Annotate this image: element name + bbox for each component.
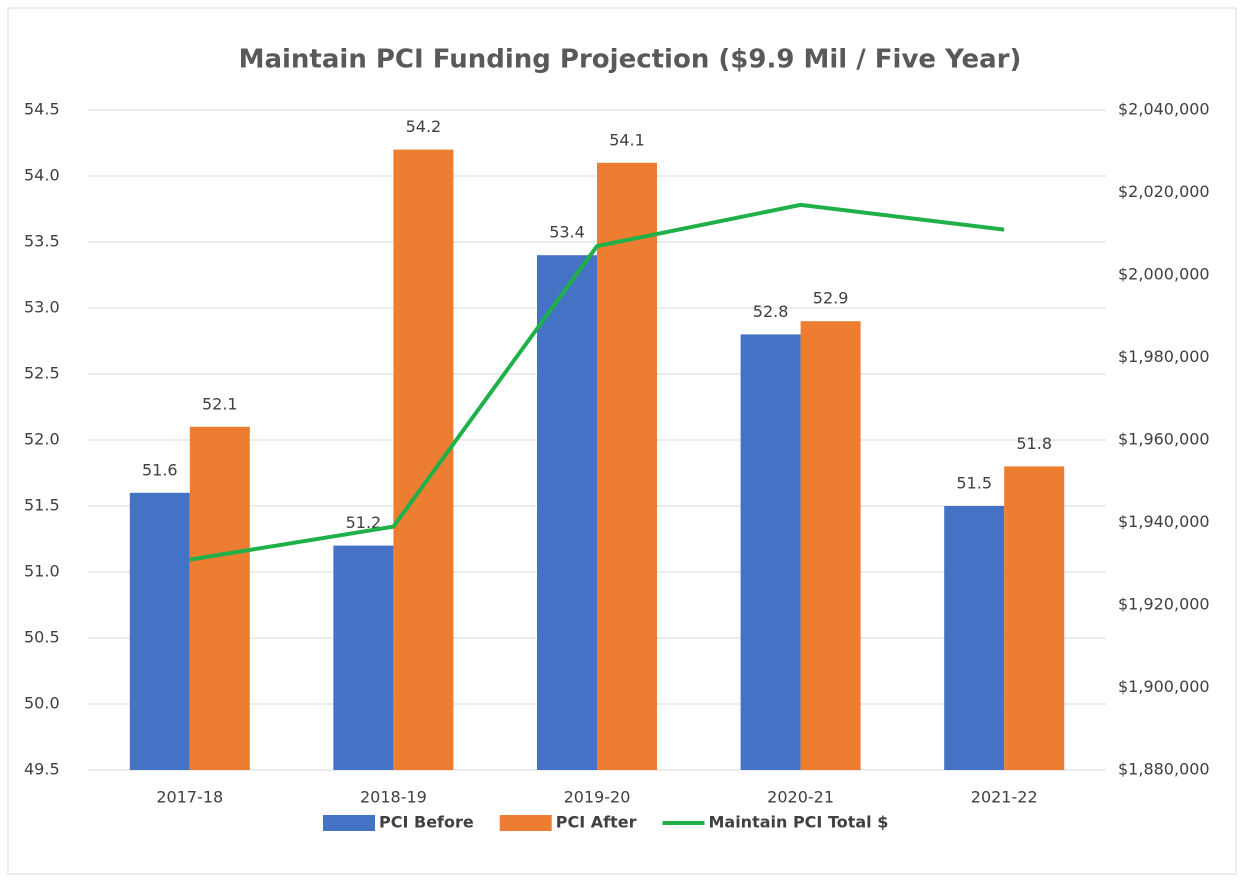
data-label: 52.1 — [202, 394, 238, 413]
legend-label: PCI After — [556, 813, 637, 832]
y-tick-label: 51.5 — [24, 496, 60, 515]
bar — [1004, 466, 1065, 770]
bar — [129, 492, 190, 770]
bar — [189, 426, 250, 770]
y2-tick-label: $2,000,000 — [1118, 265, 1210, 284]
data-label: 51.2 — [346, 513, 382, 532]
y-tick-label: 50.5 — [24, 628, 60, 647]
x-tick-label: 2020-21 — [767, 788, 834, 807]
bar — [597, 162, 657, 771]
y2-tick-label: $1,920,000 — [1118, 595, 1210, 614]
bar — [740, 334, 801, 770]
line — [189, 202, 1005, 562]
bar — [800, 321, 861, 770]
bar — [333, 545, 394, 770]
legend-swatch — [323, 815, 375, 831]
data-label: 52.8 — [753, 302, 789, 321]
data-label: 54.2 — [406, 117, 442, 136]
data-label: 51.6 — [142, 460, 178, 479]
y2-tick-label: $1,940,000 — [1118, 512, 1210, 531]
data-label: 52.9 — [813, 289, 849, 308]
y-tick-label: 52.5 — [24, 364, 60, 383]
legend-swatch — [499, 815, 552, 831]
data-label: 51.5 — [956, 474, 992, 493]
x-tick-label: 2018-19 — [360, 788, 427, 807]
bar — [537, 255, 597, 770]
x-tick-label: 2019-20 — [564, 788, 631, 807]
y-tick-label: 54.0 — [24, 166, 60, 185]
y-tick-label: 54.5 — [24, 100, 60, 119]
y-tick-label: 50.0 — [24, 694, 60, 713]
bar — [393, 149, 454, 771]
y-tick-label: 49.5 — [24, 760, 60, 779]
x-tick-label: 2017-18 — [156, 788, 223, 807]
x-tick-label: 2021-22 — [971, 788, 1038, 807]
data-label: 53.4 — [549, 223, 585, 242]
y2-tick-label: $2,020,000 — [1118, 182, 1210, 201]
y2-tick-label: $2,040,000 — [1118, 100, 1210, 119]
data-label: 51.8 — [1016, 434, 1052, 453]
y-tick-label: 53.0 — [24, 298, 60, 317]
y2-tick-label: $1,880,000 — [1118, 760, 1210, 779]
y2-tick-label: $1,960,000 — [1118, 430, 1210, 449]
y-tick-label: 53.5 — [24, 232, 60, 251]
bar — [944, 506, 1005, 770]
y-tick-label: 52.0 — [24, 430, 60, 449]
chart-title: Maintain PCI Funding Projection ($9.9 Mi… — [239, 45, 1022, 75]
y2-tick-label: $1,980,000 — [1118, 347, 1210, 366]
y2-tick-label: $1,900,000 — [1118, 677, 1210, 696]
y-tick-label: 51.0 — [24, 562, 60, 581]
legend-label: Maintain PCI Total $ — [708, 813, 888, 832]
data-label: 54.1 — [609, 130, 645, 149]
legend-label: PCI Before — [379, 813, 474, 832]
